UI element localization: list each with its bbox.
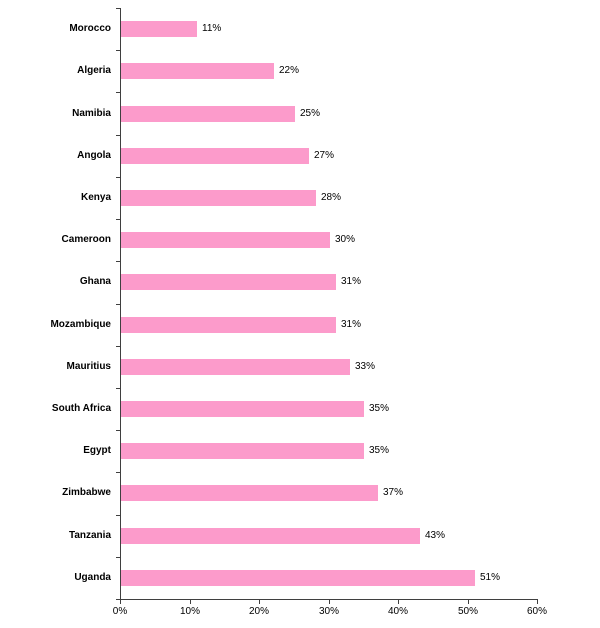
y-axis-tick [116,515,121,516]
value-label: 27% [314,150,335,161]
category-label: Tanzania [68,530,111,541]
bar [121,528,420,544]
y-axis-tick [116,50,121,51]
bar [121,148,309,164]
category-label: Egypt [83,445,111,456]
y-axis-tick [116,346,121,347]
value-label: 25% [300,108,321,119]
y-axis-tick [116,177,121,178]
bar [121,21,197,37]
category-label: Angola [77,150,111,161]
y-axis-tick [116,8,121,9]
category-label: Morocco [69,23,111,34]
category-label: South Africa [51,403,111,414]
x-axis-tick-label: 30% [318,606,339,617]
x-axis-tick [398,600,399,604]
x-axis-tick-label: 50% [457,606,478,617]
bar [121,401,364,417]
value-label: 37% [383,487,404,498]
bar [121,106,295,122]
bar [121,274,336,290]
value-label: 11% [202,23,222,34]
category-label: Zimbabwe [62,487,111,498]
bar [121,570,475,586]
category-label: Uganda [74,572,111,583]
y-axis-tick [116,430,121,431]
category-label: Ghana [79,276,111,287]
category-label: Algeria [77,65,111,76]
value-label: 51% [480,572,501,583]
x-axis-tick [468,600,469,604]
value-label: 31% [341,319,362,330]
value-label: 43% [425,530,446,541]
x-axis-tick-label: 60% [526,606,547,617]
y-axis-line [120,8,121,599]
value-label: 33% [355,361,376,372]
category-label: Namibia [72,108,111,119]
value-label: 31% [341,276,362,287]
bar [121,190,316,206]
category-label: Kenya [80,192,111,203]
bar [121,232,330,248]
x-axis-tick [120,600,121,604]
value-label: 35% [369,445,390,456]
x-axis-tick-label: 10% [179,606,200,617]
bar [121,359,350,375]
x-axis-tick-label: 20% [248,606,269,617]
y-axis-tick [116,599,121,600]
bar [121,443,364,459]
bar [121,63,274,79]
bar [121,317,336,333]
category-label: Mozambique [50,319,111,330]
y-axis-tick [116,135,121,136]
category-label: Mauritius [66,361,111,372]
y-axis-tick [116,304,121,305]
value-label: 22% [279,65,300,76]
value-label: 35% [369,403,390,414]
x-axis-tick [259,600,260,604]
y-axis-tick [116,92,121,93]
x-axis-tick [329,600,330,604]
x-axis-tick-label: 0% [112,606,128,617]
category-label: Cameroon [61,234,111,245]
y-axis-tick [116,472,121,473]
x-axis-tick-label: 40% [387,606,408,617]
y-axis-tick [116,557,121,558]
bar [121,485,378,501]
value-label: 28% [321,192,342,203]
y-axis-tick [116,261,121,262]
x-axis-tick [190,600,191,604]
x-axis-tick [537,600,538,604]
value-label: 30% [335,234,356,245]
y-axis-tick [116,219,121,220]
x-axis-line [120,599,538,600]
y-axis-tick [116,388,121,389]
